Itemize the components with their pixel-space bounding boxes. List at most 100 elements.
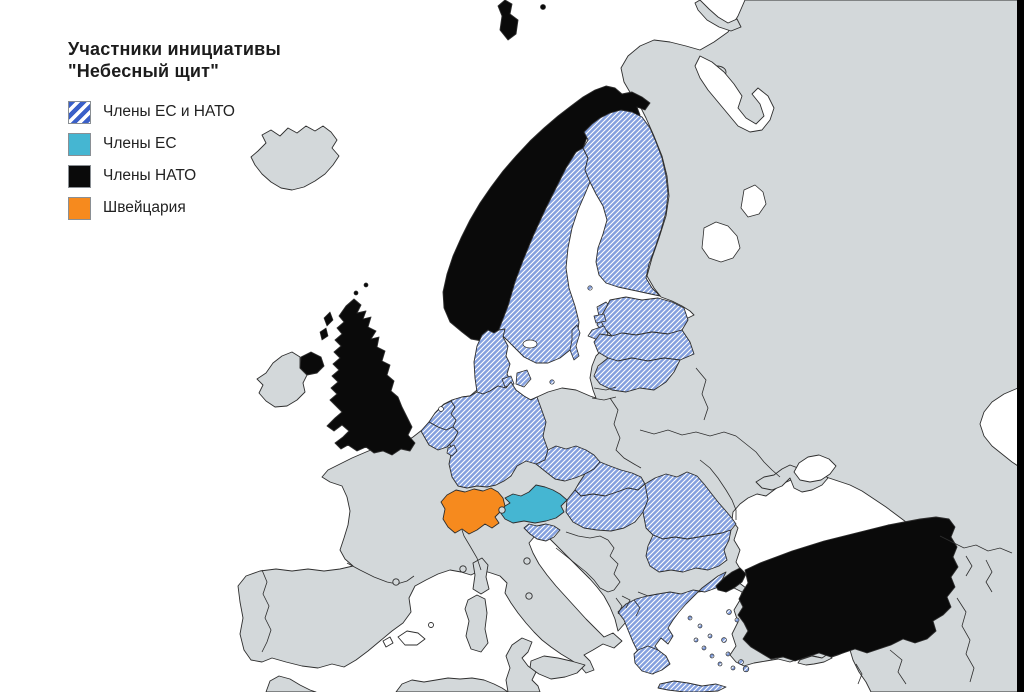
lake-ladoga (701, 221, 741, 263)
microstate-monaco (459, 565, 467, 573)
map-title: Участники инициативы "Небесный щит" (68, 38, 281, 82)
country-austria (499, 484, 568, 524)
border-sy-lb (855, 663, 863, 685)
country-bulgaria (645, 529, 732, 573)
country-northern-ireland (299, 351, 325, 376)
country-switzerland (440, 487, 506, 535)
white-sea (694, 55, 775, 133)
internal-borders (261, 367, 1013, 685)
country-turkey-thrace (715, 567, 747, 593)
island-shetland (363, 282, 369, 288)
border-ba-rs (609, 555, 621, 591)
border-lt-kaliningrad (593, 386, 617, 391)
map-title-line2: "Небесный щит" (68, 61, 219, 81)
sea-of-azov (793, 454, 837, 483)
country-greece-peloponnese (633, 645, 671, 675)
country-cyprus (797, 653, 833, 666)
island-aland (587, 285, 593, 291)
border-sy-iq (889, 649, 907, 685)
border-fr-it (461, 529, 482, 571)
country-slovenia (523, 523, 561, 542)
lake-ijsselmeer (438, 406, 444, 412)
legend-swatch-1 (68, 132, 91, 156)
aegean-islands (687, 609, 750, 673)
island-svalbard (497, 0, 519, 41)
legend-swatch-2 (68, 164, 91, 188)
island-orkney (353, 290, 359, 296)
border-rs-kosovo (621, 595, 631, 609)
country-czechia (535, 445, 601, 482)
island-hebrides (319, 311, 334, 341)
border-pl-kaliningrad (591, 396, 617, 401)
map-overlay: Участники инициативы "Небесный щит" Члены… (68, 38, 281, 228)
legend-row-eu-nato: Члены ЕС и НАТО (68, 100, 281, 124)
country-united-kingdom (326, 298, 416, 456)
island-novaya-zemlya (694, 0, 742, 32)
country-sweden (497, 147, 591, 364)
border-am-az (985, 559, 993, 593)
border-es-pt (261, 569, 272, 653)
island-corsica (472, 557, 490, 595)
island-sardinia (464, 594, 489, 653)
country-romania (642, 471, 737, 540)
border-ge-am (965, 555, 973, 577)
microstates (392, 506, 533, 600)
legend-label-nato: Члены НАТО (103, 167, 197, 184)
island-oland (569, 324, 581, 361)
legend-label-eu: Члены ЕС (103, 135, 177, 152)
border-me-al (615, 597, 623, 615)
legend-row-eu: Члены ЕС (68, 132, 281, 156)
legend-row-switzerland: Швейцария (68, 196, 281, 220)
border-ua-md (699, 459, 737, 520)
border-al-mk (633, 599, 641, 617)
border-by-ua (639, 429, 737, 437)
country-tunisia (505, 637, 541, 692)
microstate-andorra (392, 578, 400, 586)
country-algeria-coast (395, 677, 509, 692)
legend-label-switzerland: Швейцария (103, 199, 186, 216)
landmasses (237, 0, 1019, 692)
border-ba-me (599, 587, 615, 593)
border-pl-east (609, 397, 642, 469)
island-mallorca (397, 630, 426, 646)
country-finland (582, 109, 669, 297)
border-iq-ir (956, 597, 975, 683)
border-hr-ba (555, 547, 601, 589)
border-fr-es (346, 562, 415, 585)
country-iceland (250, 125, 340, 191)
border-ru-ge (939, 535, 1013, 554)
border-hr-rs (607, 539, 615, 557)
legend: Члены ЕС и НАТО Члены ЕС Члены НАТО Швей… (68, 100, 281, 220)
map-frame-edge (1017, 0, 1024, 692)
legend-label-eu-nato: Члены ЕС и НАТО (103, 103, 235, 120)
country-luxembourg (446, 444, 458, 457)
island-bornholm (549, 379, 555, 385)
island-menorca (428, 622, 434, 628)
lake-vanern (522, 339, 538, 349)
border-by-ru (695, 367, 709, 421)
caspian-sea (979, 387, 1019, 467)
island-bear (540, 4, 546, 10)
microstate-liechtenstein (498, 506, 506, 514)
island-hiiumaa (593, 313, 607, 324)
country-belgium (420, 421, 459, 451)
microstate-vatican (525, 592, 533, 600)
island-ibiza (382, 636, 394, 648)
border-hr-hu (565, 531, 609, 541)
lake-onega (740, 184, 767, 218)
microstate-san-marino (523, 557, 531, 565)
legend-swatch-3 (68, 196, 91, 220)
island-crete (657, 680, 727, 692)
border-rs-mk (637, 591, 659, 597)
border-ua-ru (735, 435, 781, 478)
legend-row-nato: Члены НАТО (68, 164, 281, 188)
map-title-line1: Участники инициативы (68, 39, 281, 59)
legend-swatch-0 (68, 100, 91, 124)
country-lithuania (593, 357, 681, 393)
country-turkey (737, 516, 959, 662)
island-zealand (515, 369, 532, 388)
country-ireland (256, 351, 308, 408)
